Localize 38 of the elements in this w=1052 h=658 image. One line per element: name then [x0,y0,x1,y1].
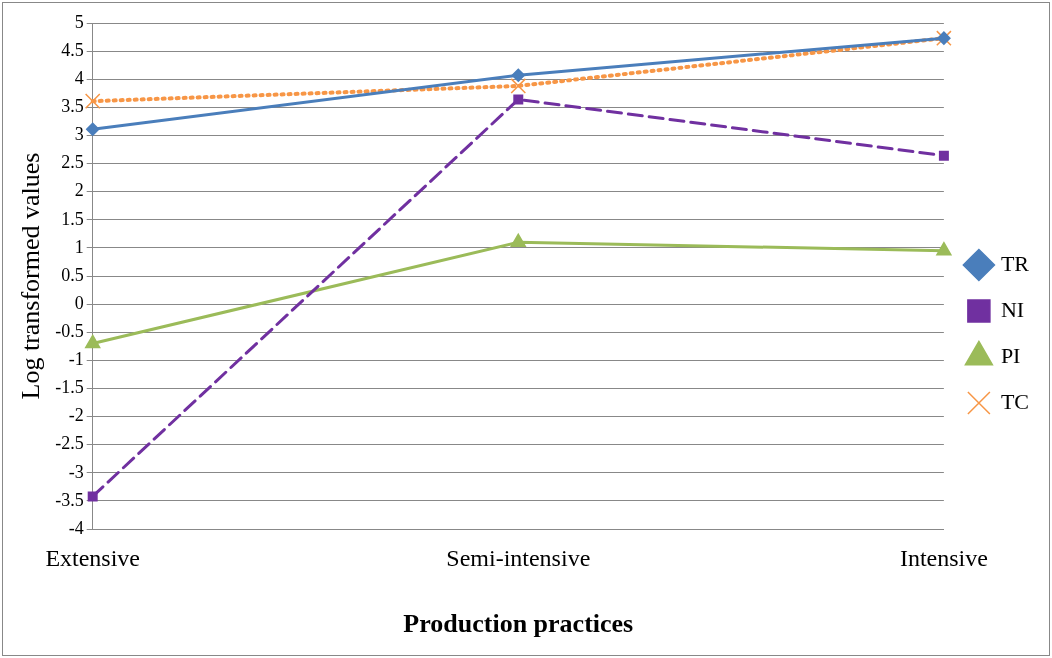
point [938,150,949,161]
y-tick-label: 0 [74,292,84,313]
y-axis-title: Log transformed values [16,152,46,400]
y-tick-label: 2 [74,180,84,201]
y-tick-label: 3 [74,124,84,145]
y-tick-label: 5 [74,11,84,32]
point [85,122,100,137]
y-tick-label: 3.5 [61,96,84,117]
y-tick-label: -2 [68,405,84,426]
y-tick-label: 2.5 [61,152,84,173]
legend-label: TC [1000,388,1030,414]
point [936,241,952,256]
point [511,68,526,83]
y-tick-label: -3.5 [55,489,84,510]
y-tick-label: -2.5 [55,433,84,454]
point [510,78,527,94]
x-axis-title: Production practices [403,609,634,639]
x-tick-label: Extensive [45,544,141,571]
y-tick-label: 4 [74,67,84,88]
point [87,491,98,502]
y-tick-label: -3 [68,461,84,482]
point [85,334,101,349]
point [510,233,526,248]
y-tick-label: 1.5 [61,208,84,229]
x-tick-label: Semi-intensive [446,544,591,571]
point [84,93,101,109]
y-tick-label: 1 [74,236,84,257]
y-tick-label: 0.5 [61,264,84,285]
y-tick-label: -1.5 [55,377,84,398]
y-tick-label: -1 [68,349,84,370]
legend-label: TR [1000,250,1030,276]
x-tick-label: Intensive [899,544,988,571]
y-tick-label: -0.5 [55,320,84,341]
legend-label: NI [1000,296,1025,322]
y-tick-label: 4.5 [61,39,84,60]
point [513,94,524,105]
legend-label: PI [1000,342,1021,368]
y-tick-label: -4 [68,517,84,538]
